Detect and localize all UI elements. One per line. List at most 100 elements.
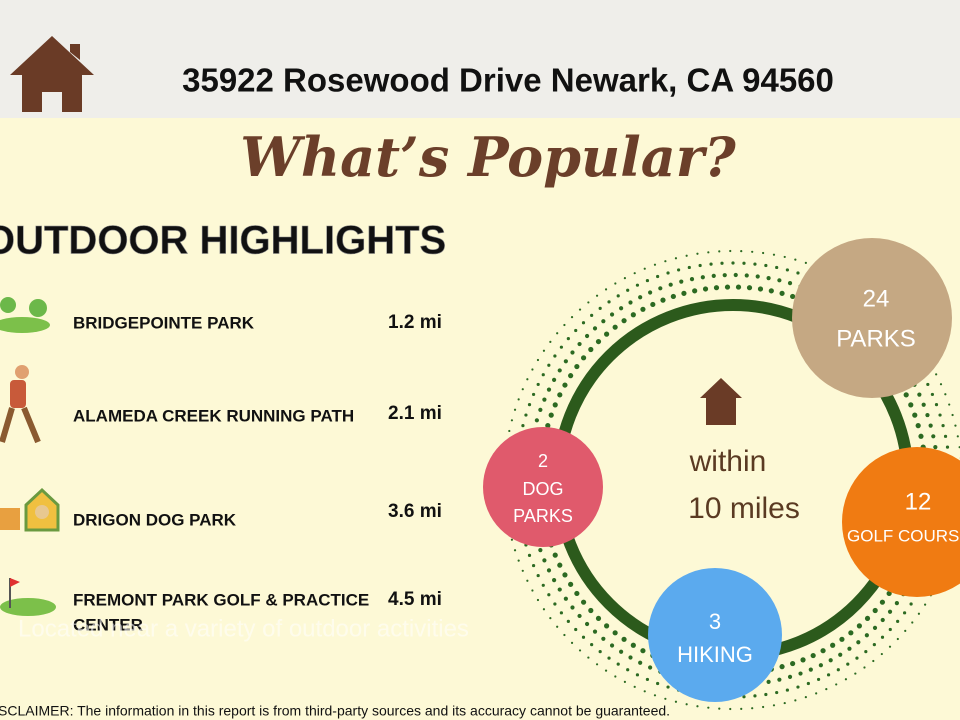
dot [918,433,924,439]
dot [956,435,959,438]
dot [830,642,836,648]
icons [0,297,60,616]
golf-bubble [842,447,960,597]
dot [764,263,768,268]
bubble-label: PARKS [836,325,916,352]
dot [648,290,653,295]
dot [531,392,536,397]
dot [896,637,899,641]
golf-icon [0,598,56,616]
dot [912,412,918,418]
park-icon [29,299,47,317]
dot [612,630,618,636]
dot [696,252,699,255]
dot [766,679,771,684]
dot [848,630,854,636]
dot [735,284,742,290]
dot [856,640,861,645]
dot [707,706,710,709]
dot [557,392,563,398]
dot [880,635,885,639]
dot [844,678,848,681]
dot [935,373,938,376]
dot [635,283,640,287]
dot [604,669,608,672]
dot [626,288,630,292]
dot [592,326,598,331]
dot [864,615,871,622]
dot [595,294,599,297]
dot [783,701,786,705]
dot [951,413,954,417]
dot [677,268,681,272]
dot [508,429,511,433]
dot [574,328,578,333]
item-name: DRIGON DOG PARK [73,510,237,529]
dot [933,445,938,450]
dot [542,397,547,402]
dot [517,559,520,562]
dot [670,293,676,300]
dot [601,636,606,641]
dot [588,607,594,614]
dot [888,645,892,648]
dot [681,290,687,296]
dot [563,596,568,601]
dot [820,648,826,654]
dot [685,254,688,257]
dot [917,612,921,615]
dot [623,680,626,683]
dot [536,382,540,387]
dot [577,613,582,619]
dot [513,549,517,552]
dot [785,268,789,272]
dot [924,603,927,606]
dot [542,558,547,563]
dot [926,382,930,387]
dot [598,306,602,311]
dot [643,690,646,693]
dot [720,261,724,265]
dot [645,677,650,682]
dot [531,368,534,371]
dot [513,408,517,411]
dot [838,652,843,657]
dot [943,434,948,438]
dot [872,625,878,630]
dog-icon [0,508,20,530]
dot [536,358,540,362]
dot [541,373,545,377]
bubble-count: 12 [905,488,932,515]
dot [939,383,943,386]
dot [570,641,574,644]
dot [764,692,768,697]
dot [541,583,545,587]
dot [839,636,845,642]
dot [928,423,933,428]
dot [790,293,796,300]
dot [742,261,746,265]
dot [696,705,699,708]
dot [711,273,716,279]
dot [643,267,646,270]
dot [826,673,831,677]
dot [828,658,833,663]
dot [552,552,558,558]
dot [621,318,627,324]
dot [604,331,610,337]
dot [879,599,886,605]
item-distance: 4.5 mi [388,589,442,610]
center-house-icon [700,378,742,425]
dot [570,350,575,355]
dot [553,354,557,358]
dot [553,602,557,606]
dot [810,652,816,659]
dot [753,262,757,266]
dot [729,707,732,711]
dot [768,288,774,294]
dot [772,253,776,256]
dot [689,277,695,282]
dot [557,368,562,373]
dot [601,319,606,324]
